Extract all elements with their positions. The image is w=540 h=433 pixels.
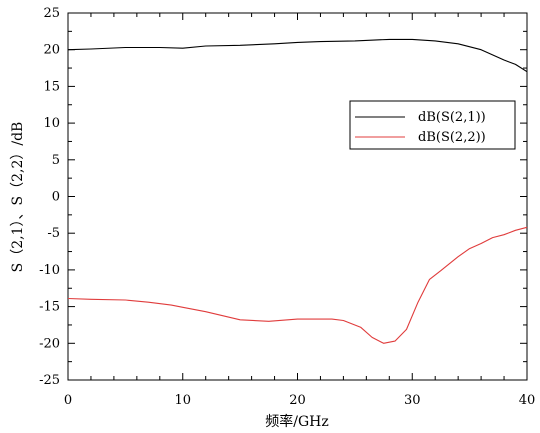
legend-label-s21: dB(S(2,1)) [418,110,486,125]
y-axis-title: S（2,1）、S（2,2）/dB [10,122,26,273]
x-tick-label: 0 [64,393,72,408]
legend-box [349,100,516,150]
axis-ticks [67,12,528,381]
y-tick-label: -25 [39,373,60,388]
series-line-1 [67,226,528,344]
y-tick-label: -20 [39,336,60,351]
y-tick-label: 15 [43,79,60,94]
y-tick-label: -5 [47,226,60,241]
x-tick-label: 30 [404,393,421,408]
x-tick-label: 20 [289,393,306,408]
x-tick-label: 40 [519,393,536,408]
y-tick-label: 5 [52,153,60,168]
x-tick-label: 10 [174,393,191,408]
y-tick-label: 0 [52,190,60,205]
y-tick-label: 10 [43,116,60,131]
y-tick-label: -10 [39,263,60,278]
series-line-0 [67,38,528,73]
legend: dB(S(2,1)) dB(S(2,2)) [349,100,516,150]
y-tick-label: 25 [43,6,60,21]
x-axis-title: 频率/GHz [265,413,329,430]
y-tick-label: 20 [43,43,60,58]
y-tick-label: -15 [39,300,60,315]
tick-labels: -25 -20 -15 -10 -5 0 5 10 15 20 25 0 10 20 30 40 [39,6,535,408]
legend-label-s22: dB(S(2,2)) [418,130,486,145]
plot-frame [67,12,528,381]
series-lines [67,38,528,344]
